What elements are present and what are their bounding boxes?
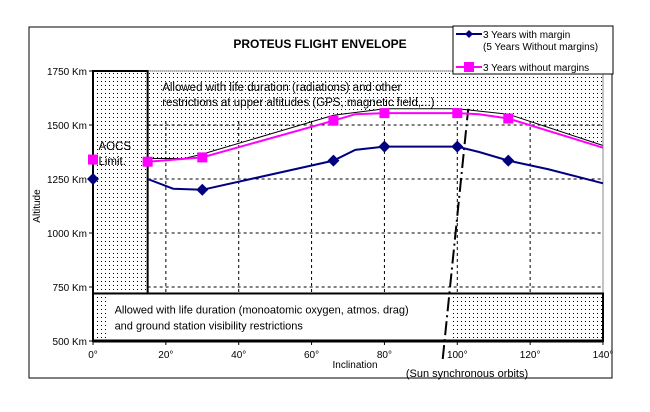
- legend-label-2: 3 Years without margins: [483, 63, 589, 74]
- lower-region-label-line2: and ground station visibility restrictio…: [115, 320, 304, 332]
- xtick-label: 0°: [88, 350, 98, 361]
- ytick-label: 1750 Km: [47, 67, 87, 78]
- ytick-label: 1000 Km: [47, 229, 87, 240]
- ytick-label: 500 Km: [53, 337, 87, 348]
- y-axis-title: Altitude: [32, 189, 43, 223]
- x-axis-title: Inclination: [332, 360, 377, 371]
- sun-synchronous-annotation: (Sun synchronous orbits): [406, 368, 528, 380]
- xtick-label: 60°: [304, 350, 319, 361]
- data-point-square: [88, 154, 98, 165]
- data-point-square: [197, 152, 208, 163]
- data-point-diamond: [196, 183, 209, 196]
- xtick-label: 20°: [158, 350, 173, 361]
- ytick-label: 1250 Km: [47, 175, 87, 186]
- sun-synchronous-line: [441, 108, 470, 360]
- legend-swatch-diamond: [465, 30, 473, 38]
- data-point-diamond: [327, 154, 340, 167]
- data-point-square: [452, 108, 463, 119]
- data-point-square: [503, 113, 514, 124]
- chart-title: PROTEUS FLIGHT ENVELOPE: [233, 37, 406, 51]
- legend-label-1b: (5 Years Without margins): [483, 42, 598, 53]
- aocs-label-line1: AOCS: [98, 141, 131, 153]
- data-point-diamond: [502, 154, 515, 167]
- upper-region-label-line2: restrictions at upper altitudes (GPS, ma…: [162, 97, 434, 109]
- data-point-square: [379, 108, 390, 119]
- ytick-label: 750 Km: [53, 283, 87, 294]
- legend-label-1a: 3 Years with margin: [483, 30, 570, 41]
- aocs-limit-region: [92, 70, 149, 295]
- upper-region-label-line1: Allowed with life duration (radiations) …: [162, 82, 401, 94]
- data-point-square: [328, 115, 339, 126]
- lower-region-label-line1: Allowed with life duration (monoatomic o…: [115, 304, 409, 316]
- xtick-label: 120°: [520, 350, 541, 361]
- data-point-square: [142, 156, 153, 167]
- aocs-label-line2: Limit.: [98, 156, 125, 168]
- data-point-diamond: [378, 140, 391, 153]
- data-point-diamond: [87, 173, 99, 185]
- legend-swatch-square: [464, 62, 474, 72]
- xtick-label: 100°: [447, 350, 468, 361]
- xtick-label: 80°: [377, 350, 392, 361]
- ytick-label: 1500 Km: [47, 121, 87, 132]
- data-point-diamond: [451, 140, 464, 153]
- lower-region-text-bg: [107, 295, 451, 339]
- xtick-label: 140°: [593, 350, 614, 361]
- xtick-label: 40°: [231, 350, 246, 361]
